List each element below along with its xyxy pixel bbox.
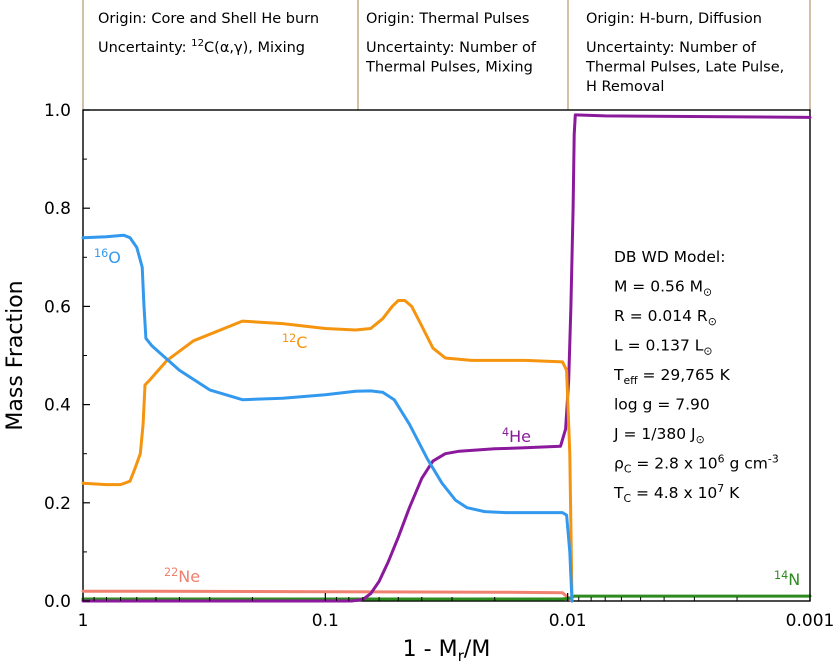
plot-area-border bbox=[82, 109, 811, 602]
y-tick-label: 0.6 bbox=[44, 297, 71, 317]
model-parameter-line: log g = 7.90 bbox=[614, 396, 710, 414]
annotation-3-line: Uncertainty: Number of bbox=[586, 40, 757, 56]
model-parameter-line: ρC = 2.8 x 106 g cm-3 bbox=[614, 453, 779, 476]
annotation-1-line: Origin: Core and Shell He burn bbox=[98, 11, 319, 27]
annotation-3-line: Thermal Pulses, Late Pulse, bbox=[585, 60, 784, 76]
x-axis-label: 1 - Mr/M bbox=[403, 637, 491, 664]
series-label-14N: 14N bbox=[774, 569, 800, 589]
model-parameter-line: J = 1/380 J⊙ bbox=[613, 425, 705, 446]
series-layer: 16O 12C 4He 22Ne 14N bbox=[81, 113, 812, 603]
y-tick-label: 0.0 bbox=[44, 592, 71, 612]
model-parameter-line: M = 0.56 M⊙ bbox=[614, 278, 712, 299]
series-line-4He bbox=[81, 113, 812, 603]
model-parameter-line: Teff = 29,765 K bbox=[613, 366, 731, 387]
model-parameters-box: DB WD Model: M = 0.56 M⊙ R = 0.014 R⊙ L = 0… bbox=[613, 248, 779, 505]
annotation-3-line: Origin: H-burn, Diffusion bbox=[586, 11, 762, 27]
annotation-2-line: Thermal Pulses, Mixing bbox=[365, 60, 533, 76]
x-tick-label: 0.001 bbox=[786, 611, 834, 631]
series-line-22Ne bbox=[81, 589, 574, 603]
y-tick-label: 1.0 bbox=[44, 101, 71, 121]
annotation-boxes: Origin: Core and Shell He burn Uncertaint… bbox=[82, 0, 811, 110]
x-tick-label: 0.01 bbox=[549, 611, 587, 631]
y-tick-label: 0.2 bbox=[44, 494, 71, 514]
labels-layer: Mass Fraction 1 - Mr/M bbox=[3, 280, 490, 664]
y-tick-label: 0.8 bbox=[44, 199, 71, 219]
plot-frame bbox=[82, 109, 811, 602]
annotation-2-line: Uncertainty: Number of bbox=[366, 40, 537, 56]
series-line-12C bbox=[81, 299, 574, 603]
model-parameter-line: DB WD Model: bbox=[614, 248, 725, 266]
annotation-1-line: Uncertainty: 12C(α,γ), Mixing bbox=[98, 38, 305, 56]
annotation-3-line: H Removal bbox=[586, 79, 664, 95]
model-parameter-line: R = 0.014 R⊙ bbox=[614, 307, 717, 328]
series-label-4He: 4He bbox=[502, 426, 531, 446]
ticks-layer: 0.0 0.2 0.4 0.6 0.8 1.0 1 0.1 0.01 0.001 bbox=[44, 101, 834, 631]
y-tick-label: 0.4 bbox=[44, 396, 71, 416]
x-tick-label: 1 bbox=[78, 611, 89, 631]
series-label-22Ne: 22Ne bbox=[164, 566, 200, 586]
series-line-16O bbox=[81, 233, 574, 603]
model-parameter-line: TC = 4.8 x 107 K bbox=[613, 482, 740, 505]
series-label-16O: 16O bbox=[94, 247, 121, 267]
y-axis-label: Mass Fraction bbox=[3, 280, 28, 430]
series-label-12C: 12C bbox=[282, 332, 307, 352]
x-tick-label: 0.1 bbox=[312, 611, 339, 631]
model-parameter-line: L = 0.137 L⊙ bbox=[614, 337, 713, 358]
annotation-2-line: Origin: Thermal Pulses bbox=[366, 11, 529, 27]
series-line-14N bbox=[81, 594, 812, 601]
